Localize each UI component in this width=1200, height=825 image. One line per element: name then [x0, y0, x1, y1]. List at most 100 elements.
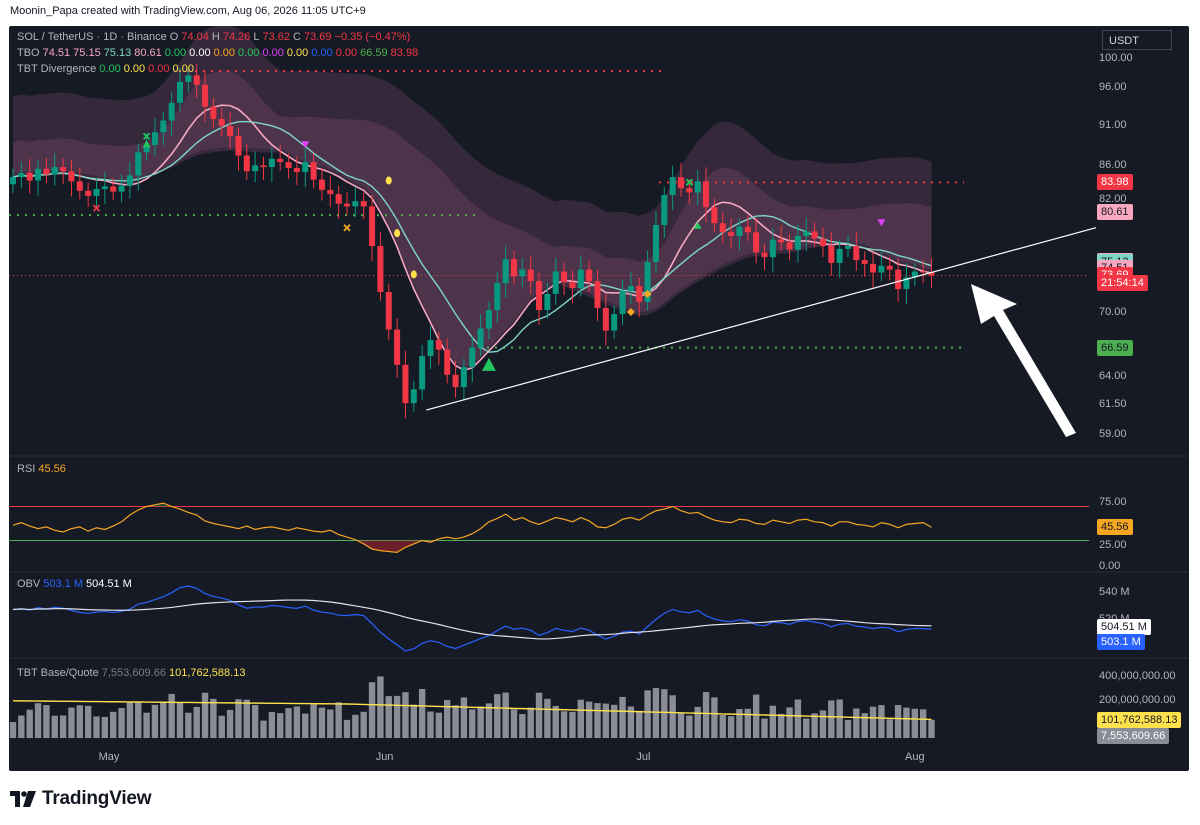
- currency-selector[interactable]: USDT: [1102, 30, 1172, 50]
- candle: [43, 168, 50, 175]
- volume-bar: [59, 715, 67, 738]
- volume-bar: [226, 709, 234, 738]
- signal-cross-marker: [92, 204, 101, 212]
- legend-value: 0.00: [123, 63, 146, 75]
- volume-bar: [26, 709, 33, 738]
- volume-bar: [619, 696, 626, 738]
- volume-ma-line: [12, 700, 932, 721]
- signal-diamond-marker: [643, 289, 652, 298]
- volume-bar: [235, 699, 242, 738]
- candle: [627, 286, 634, 291]
- volume-bar: [552, 705, 559, 738]
- volume-bar: [352, 714, 359, 738]
- candle: [744, 226, 751, 233]
- legend-value: TBT Base/Quote: [17, 667, 99, 679]
- legend-value: 7,553,609.66: [101, 667, 166, 679]
- volume-bar: [268, 712, 276, 738]
- legend-value: 0.00: [172, 63, 194, 75]
- volume-bar: [477, 706, 484, 738]
- volume-bar: [18, 715, 25, 738]
- volume-bar: [560, 711, 568, 738]
- volume-bar: [185, 712, 192, 738]
- candle: [686, 188, 693, 193]
- candle: [394, 329, 401, 365]
- volume-bar: [669, 695, 676, 738]
- candle: [369, 206, 376, 247]
- candle: [920, 271, 927, 273]
- candle: [26, 172, 33, 181]
- volume-bar: [702, 692, 710, 738]
- legend-main: SOL / TetherUS · 1D · Binance O 74.04 H 74.2…: [17, 31, 413, 43]
- volume-bar: [677, 712, 685, 738]
- volume-bar: [93, 716, 100, 738]
- volume-bar: [510, 709, 518, 738]
- volume-bar: [335, 702, 342, 738]
- price-tag: 66.59: [1097, 339, 1133, 356]
- obv-value-tag: 503.1 M: [1097, 634, 1145, 650]
- price-tick-label: 91.00: [1099, 119, 1127, 132]
- candle: [594, 281, 601, 308]
- volume-bar: [919, 709, 927, 738]
- volume-bar: [853, 708, 860, 738]
- candle: [536, 281, 543, 311]
- candle: [669, 177, 676, 196]
- candle: [661, 195, 668, 225]
- candle: [444, 349, 451, 375]
- legend-value: 74.51: [42, 47, 71, 59]
- price-tick-label: 96.00: [1099, 81, 1127, 94]
- volume-bar: [193, 706, 200, 738]
- volume-bar: [418, 689, 426, 738]
- rsi-tick-label: 75.00: [1099, 496, 1127, 509]
- volume-bar: [602, 703, 610, 738]
- candle: [836, 248, 843, 263]
- candle: [544, 293, 551, 311]
- volume-bar: [819, 710, 827, 738]
- signal-diamond-marker: [626, 308, 635, 317]
- candle: [427, 340, 434, 357]
- legend-value: 0.00: [189, 47, 211, 59]
- volume-bar: [243, 699, 250, 738]
- candle: [761, 252, 768, 258]
- candle: [335, 194, 342, 204]
- legend-value: 0.00: [164, 47, 187, 59]
- volume-bar: [527, 707, 534, 738]
- price-tag: 80.61: [1097, 203, 1133, 220]
- legend-value: 45.56: [38, 463, 66, 475]
- volume-bar: [84, 705, 92, 738]
- legend-value: 0.00: [262, 47, 284, 59]
- candle: [260, 165, 267, 168]
- legend-value: TBO: [17, 47, 40, 59]
- candle: [277, 158, 284, 163]
- legend-value: 0.00: [238, 47, 260, 59]
- volume-bar: [427, 711, 434, 738]
- candle: [736, 226, 743, 236]
- obv-ma-value-tag: 504.51 M: [1097, 619, 1151, 635]
- candle: [352, 201, 359, 207]
- candle: [652, 225, 659, 262]
- volume-bar: [577, 699, 584, 738]
- candle: [10, 177, 16, 185]
- price-tick-label: 61.50: [1099, 398, 1127, 411]
- volume-bar: [201, 692, 209, 738]
- candle: [135, 152, 142, 176]
- volume-bar: [385, 696, 392, 738]
- volume-bar: [502, 692, 509, 738]
- legend-value: 503.1 M: [43, 578, 83, 590]
- legend-rsi: RSI 45.56: [17, 463, 69, 475]
- candle: [177, 81, 183, 103]
- divergence-dot-marker: [394, 229, 401, 238]
- volume-bar: [585, 701, 593, 738]
- chart-canvas[interactable]: [9, 26, 1189, 771]
- volume-bar: [285, 708, 292, 738]
- price-tick-label: 82.00: [1099, 193, 1127, 206]
- volume-bar: [118, 708, 125, 738]
- volume-bar: [761, 718, 768, 738]
- trendline: [426, 227, 1097, 411]
- chart-frame[interactable]: SOL / TetherUS · 1D · Binance O 74.04 H 74.2…: [9, 26, 1189, 771]
- candle: [193, 75, 200, 85]
- rsi-oversold-fill: [355, 540, 423, 553]
- volume-bar: [661, 689, 668, 738]
- volume-bar: [126, 701, 134, 738]
- candle: [769, 239, 776, 258]
- volume-bar: [310, 704, 317, 738]
